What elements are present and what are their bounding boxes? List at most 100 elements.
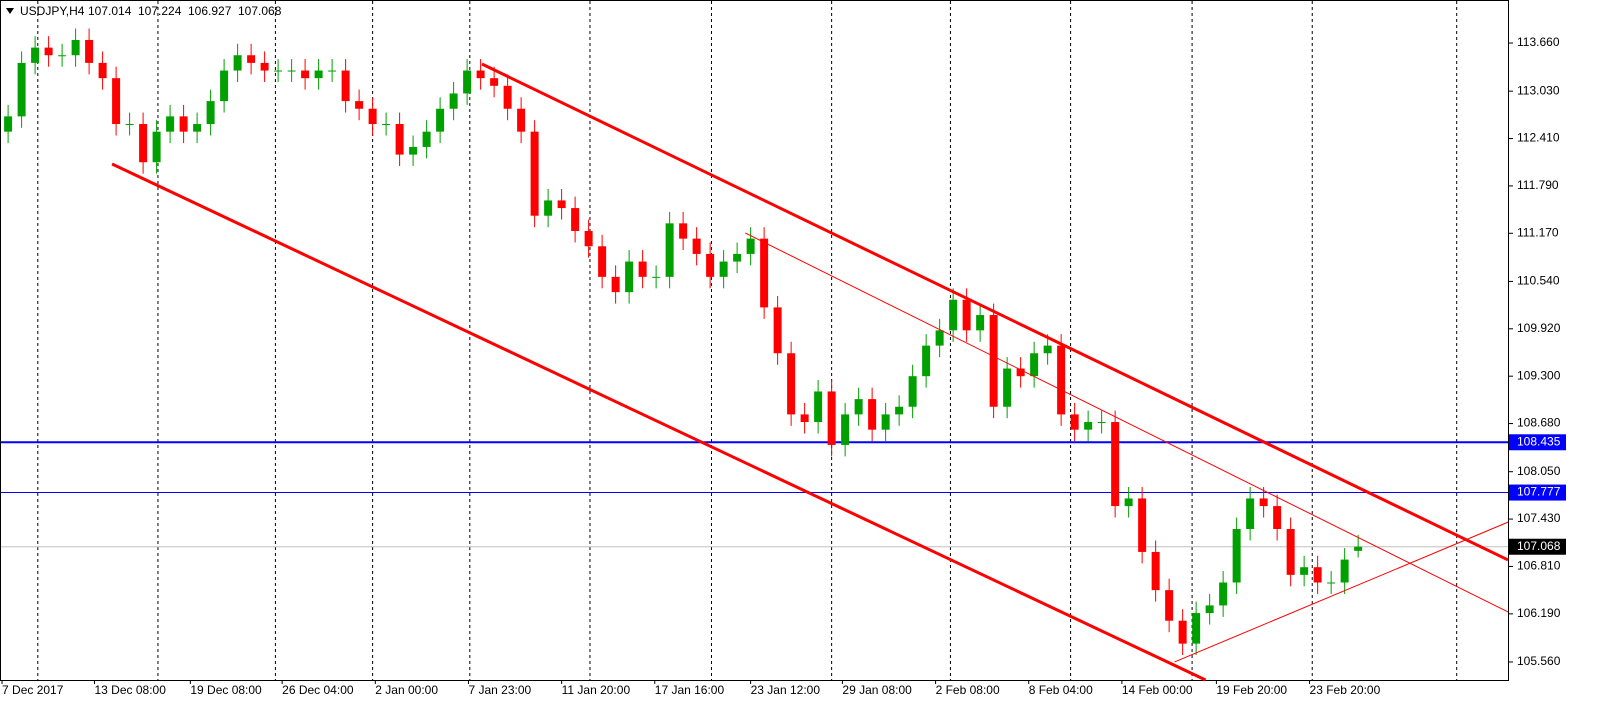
- candle-body: [787, 353, 796, 415]
- candle-body: [71, 39, 80, 56]
- y-tick-label: 109.300: [1517, 368, 1561, 382]
- candle-body: [1259, 498, 1268, 507]
- candle-body: [935, 330, 944, 346]
- x-tick-label: 19 Dec 08:00: [190, 683, 262, 697]
- candle-body: [476, 70, 485, 79]
- candle-body: [665, 223, 674, 277]
- candle-body: [233, 55, 242, 71]
- y-tick-label: 106.810: [1517, 559, 1561, 573]
- candle-body: [1273, 506, 1282, 530]
- candle-body: [98, 62, 107, 79]
- candle-body: [719, 261, 728, 277]
- candle-body: [490, 78, 499, 86]
- candle-body: [247, 55, 256, 63]
- x-tick-label: 19 Feb 20:00: [1216, 683, 1287, 697]
- x-tick-label: 11 Jan 20:00: [562, 683, 631, 697]
- candle-body: [206, 101, 215, 125]
- x-tick-label: 2 Jan 00:00: [375, 683, 438, 697]
- candle-body: [800, 414, 809, 423]
- level-label-bg: [1509, 538, 1566, 555]
- x-tick-label: 7 Dec 2017: [2, 683, 64, 697]
- candle-body: [1232, 529, 1241, 583]
- candle-body: [733, 253, 742, 262]
- candle-body: [922, 345, 931, 377]
- trend-line: [481, 62, 1509, 562]
- x-tick-label: 14 Feb 00:00: [1122, 683, 1193, 697]
- candle-body: [881, 414, 890, 430]
- candle-body: [814, 391, 823, 423]
- y-tick-label: 106.190: [1517, 606, 1561, 620]
- candle-body: [382, 124, 391, 126]
- candle-body: [139, 124, 148, 163]
- y-tick-label: 110.540: [1517, 274, 1560, 288]
- candle-body: [355, 101, 364, 109]
- y-tick-label: 107.430: [1517, 511, 1561, 525]
- candle-body: [44, 47, 53, 56]
- y-tick-label: 109.920: [1517, 321, 1561, 335]
- candle-body: [341, 70, 350, 102]
- y-tick-label: 108.050: [1517, 464, 1561, 478]
- candle-body: [773, 307, 782, 354]
- header-close: 107.068: [238, 4, 282, 18]
- candle-body: [895, 406, 904, 415]
- candle-body: [274, 70, 283, 72]
- candle-body: [625, 261, 634, 293]
- header-high: 107.224: [138, 4, 182, 18]
- candle-body: [125, 124, 134, 126]
- candle-body: [679, 223, 688, 239]
- candle-body: [463, 70, 472, 94]
- candle-body: [1057, 345, 1066, 415]
- trend-line: [1174, 521, 1509, 663]
- candle-body: [1327, 582, 1336, 584]
- x-tick-label: 26 Dec 04:00: [282, 683, 354, 697]
- trend-line: [111, 162, 1207, 682]
- candle-body: [314, 70, 323, 79]
- candle-body: [854, 399, 863, 415]
- x-tick-label: 29 Jan 08:00: [842, 683, 912, 697]
- candle-body: [193, 124, 202, 132]
- candle-body: [409, 146, 418, 155]
- candle-body: [287, 70, 296, 72]
- candle-body: [517, 108, 526, 132]
- level-label: 107.777: [1517, 485, 1561, 499]
- x-tick-label: 7 Jan 23:00: [468, 683, 531, 697]
- candle-body: [544, 200, 553, 216]
- x-tick-label: 17 Jan 16:00: [655, 683, 725, 697]
- header-open: 107.014: [88, 4, 132, 18]
- candle-body: [868, 399, 877, 430]
- candle-body: [1070, 414, 1079, 430]
- candle-body: [760, 238, 769, 308]
- trend-line: [745, 232, 1509, 613]
- candle-body: [571, 208, 580, 231]
- y-tick-label: 113.030: [1517, 83, 1560, 97]
- y-tick-label: 111.790: [1517, 178, 1559, 192]
- level-label: 108.435: [1517, 434, 1561, 448]
- candle-body: [179, 116, 188, 132]
- x-tick-label: 23 Jan 12:00: [751, 683, 821, 697]
- candle-body: [395, 124, 404, 155]
- candle-body: [1340, 559, 1349, 583]
- candle-body: [1084, 422, 1093, 430]
- candle-body: [1165, 590, 1174, 621]
- candle-body: [1138, 498, 1147, 552]
- candle-body: [368, 108, 377, 125]
- candle-body: [611, 276, 620, 293]
- candle-body: [557, 200, 566, 209]
- candle-body: [85, 39, 94, 63]
- plot-frame: [0, 0, 1509, 681]
- candle-body: [1313, 567, 1322, 583]
- level-label: 107.068: [1517, 539, 1561, 553]
- candle-body: [58, 55, 67, 57]
- candle-body: [422, 131, 431, 147]
- candle-body: [17, 62, 26, 117]
- candle-body: [962, 299, 971, 331]
- candle-body: [584, 230, 593, 247]
- candle-body: [1286, 529, 1295, 575]
- level-label-bg: [1509, 434, 1566, 451]
- candle-body: [1219, 582, 1228, 606]
- candle-body: [449, 93, 458, 109]
- x-tick-label: 13 Dec 08:00: [95, 683, 167, 697]
- level-label-bg: [1509, 484, 1566, 501]
